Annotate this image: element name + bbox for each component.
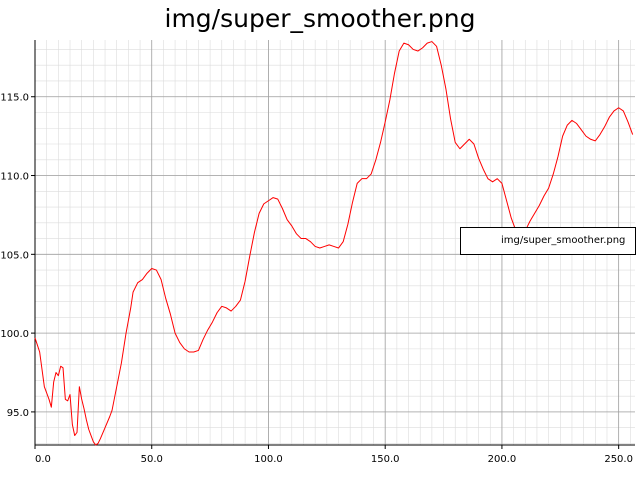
x-tick-label: 150.0 <box>371 454 400 465</box>
x-tick-label: 250.0 <box>604 454 633 465</box>
legend-line-sample <box>469 241 495 242</box>
legend: img/super_smoother.png <box>460 227 636 255</box>
y-tick-label: 110.0 <box>0 172 29 183</box>
chart-axes <box>31 40 635 449</box>
x-tick-label: 100.0 <box>254 454 283 465</box>
x-tick-label: 200.0 <box>488 454 517 465</box>
y-tick-label: 95.0 <box>7 408 29 419</box>
tick-labels: 0.0 50.0 100.0 150.0 200.0 250.0 95.0 100.0 105.… <box>0 93 633 465</box>
legend-entry-label: img/super_smoother.png <box>501 235 626 246</box>
y-tick-label: 100.0 <box>0 329 29 340</box>
x-tick-label: 0.0 <box>35 454 51 465</box>
y-tick-label: 115.0 <box>0 93 29 104</box>
x-tick-label: 50.0 <box>141 454 163 465</box>
chart-title: img/super_smoother.png <box>164 4 476 33</box>
y-tick-label: 105.0 <box>0 250 29 261</box>
